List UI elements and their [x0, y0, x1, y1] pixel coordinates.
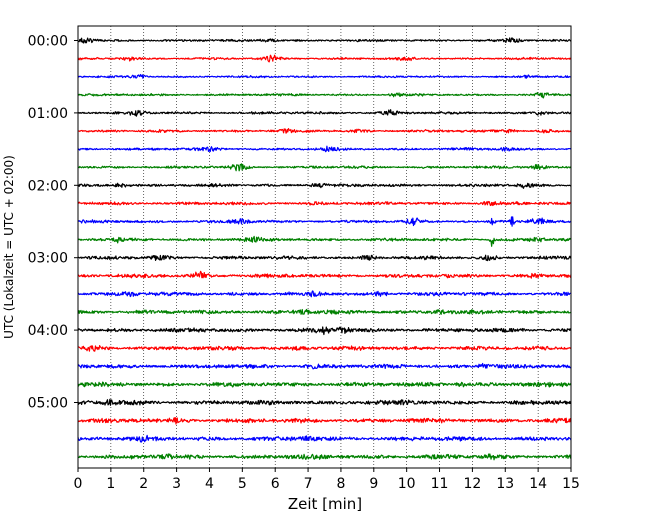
trace-group	[77, 37, 572, 461]
x-tick-label: 13	[496, 476, 514, 492]
x-tick-label: 4	[205, 476, 214, 492]
seismogram-trace	[77, 290, 572, 298]
x-tick-label: 5	[238, 476, 247, 492]
y-tick-label: 04:00	[28, 323, 68, 339]
seismogram-trace	[77, 254, 572, 262]
seismogram-trace	[77, 127, 572, 134]
x-tick-label: 10	[398, 476, 416, 492]
seismogram-trace	[77, 362, 572, 370]
seismogram-trace	[77, 345, 572, 352]
seismogram-trace	[77, 54, 572, 63]
x-tick-label: 15	[562, 476, 580, 492]
x-tick-label: 14	[529, 476, 547, 492]
x-tick-label: 3	[172, 476, 181, 492]
x-axis-label: Zeit [min]	[288, 495, 362, 513]
seismogram-trace	[77, 182, 572, 189]
y-axis-label: UTC (Lokalzeit = UTC + 02:00)	[2, 155, 16, 339]
x-tick-label: 11	[431, 476, 449, 492]
seismogram-trace	[77, 163, 572, 172]
seismogram-trace	[77, 74, 572, 79]
y-tick-label: 00:00	[28, 34, 68, 50]
seismogram-trace	[77, 381, 572, 388]
seismogram-trace	[77, 145, 572, 153]
y-tick-label: 03:00	[28, 251, 68, 267]
x-tick-label: 6	[271, 476, 280, 492]
x-tick-label: 1	[106, 476, 115, 492]
seismogram-trace	[77, 308, 572, 315]
x-tick-label: 8	[336, 476, 345, 492]
x-axis-ticks: 0 1 2 3 4 5 6 7 8 9 10 11 12 13 14 15	[74, 468, 580, 492]
plot-frame	[77, 25, 572, 469]
seismogram-trace	[77, 326, 572, 336]
seismogram-trace	[77, 91, 572, 99]
seismogram-trace	[77, 216, 572, 227]
seismogram-trace	[77, 235, 572, 247]
x-tick-label: 7	[304, 476, 313, 492]
y-tick-label: 05:00	[28, 396, 68, 412]
seismogram-trace	[77, 109, 572, 117]
y-tick-label: 02:00	[28, 178, 68, 194]
seismogram-trace	[77, 434, 572, 443]
y-tick-label: 01:00	[28, 106, 68, 122]
seismogram-trace	[77, 270, 572, 279]
seismogram-trace	[77, 398, 572, 406]
seismogram-trace	[77, 37, 572, 44]
y-axis-ticks: 00:00 01:00 02:00 03:00 04:00 05:00	[28, 34, 78, 412]
x-tick-label: 12	[463, 476, 481, 492]
seismogram-trace	[77, 200, 572, 207]
x-tick-label: 9	[369, 476, 378, 492]
seismogram-trace	[77, 417, 572, 425]
x-tick-label: 0	[74, 476, 83, 492]
seismogram-trace	[77, 453, 572, 461]
x-tick-label: 2	[139, 476, 148, 492]
